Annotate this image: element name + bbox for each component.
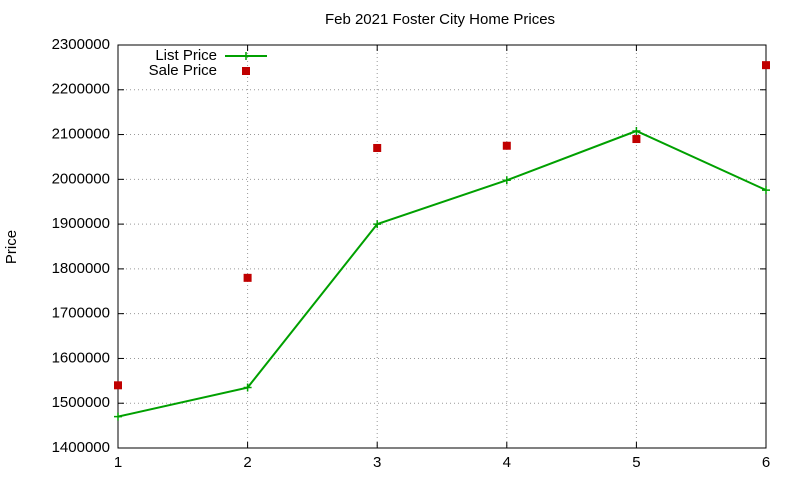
x-tick-label: 3: [373, 454, 381, 471]
y-tick-label: 2300000: [52, 36, 110, 53]
y-tick-label: 2200000: [52, 81, 110, 98]
data-point: [502, 176, 511, 185]
y-tick-label: 1400000: [52, 439, 110, 456]
x-tick-label: 2: [243, 454, 251, 471]
data-point: [762, 61, 770, 70]
data-point: [502, 141, 511, 150]
data-point: [243, 383, 252, 392]
y-axis-label: Price: [3, 230, 20, 264]
y-tick-label: 1800000: [52, 260, 110, 277]
y-tick-label: 2100000: [52, 126, 110, 143]
y-tick-label: 1600000: [52, 349, 110, 366]
legend-label: Sale Price: [149, 62, 217, 79]
x-tick-label: 1: [114, 454, 122, 471]
x-tick-label: 4: [503, 454, 511, 471]
data-point: [632, 126, 641, 135]
data-point: [243, 273, 252, 282]
data-point: [114, 412, 122, 421]
x-tick-label: 5: [632, 454, 640, 471]
data-point: [632, 135, 641, 144]
y-tick-label: 2000000: [52, 170, 110, 187]
y-tick-label: 1900000: [52, 215, 110, 232]
data-point: [762, 186, 770, 195]
legend-label: List Price: [155, 47, 217, 64]
x-tick-label: 6: [762, 454, 770, 471]
legend-marker: [242, 67, 250, 75]
legend-marker: [242, 52, 250, 60]
data-point: [114, 381, 122, 390]
y-tick-label: 1500000: [52, 394, 110, 411]
data-point: [373, 143, 382, 152]
y-tick-label: 1700000: [52, 305, 110, 322]
chart-title: Feb 2021 Foster City Home Prices: [325, 11, 555, 28]
data-point: [373, 220, 382, 229]
plot-frame: [117, 44, 767, 449]
series-line: [117, 129, 767, 418]
